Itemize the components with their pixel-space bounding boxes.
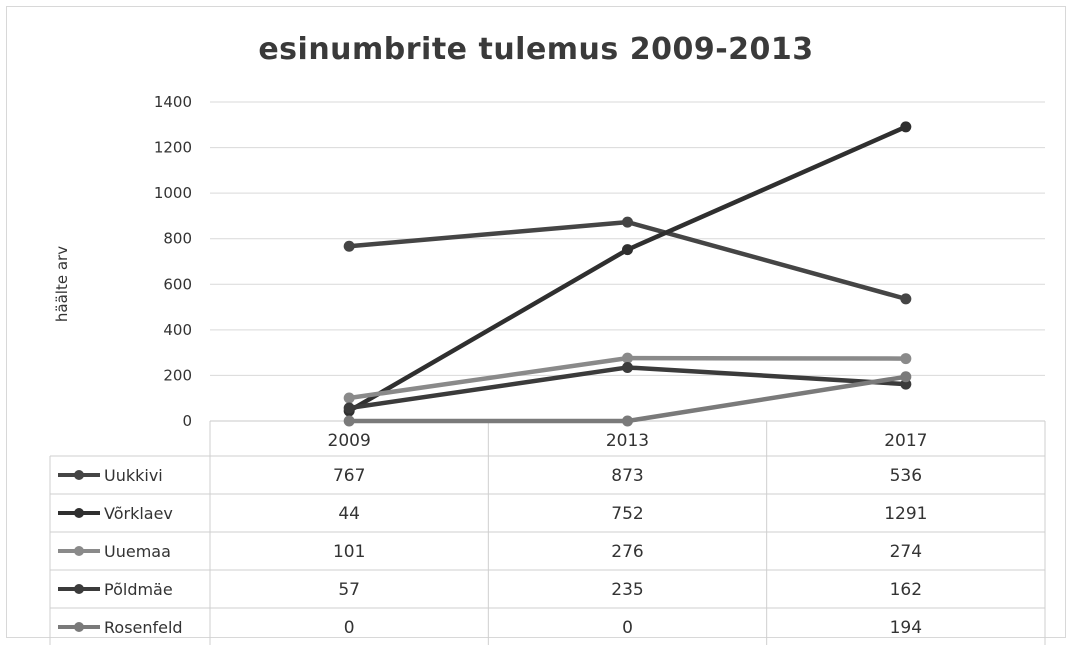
data-point — [622, 361, 633, 373]
y-tick-label: 600 — [163, 275, 192, 293]
table-value: 0 — [344, 618, 355, 638]
y-tick-label: 1200 — [154, 139, 192, 157]
table-value: 44 — [338, 504, 360, 524]
data-point — [900, 353, 912, 365]
x-category-label: 2017 — [884, 431, 927, 451]
legend-label: Põldmäe — [104, 580, 173, 599]
table-value: 767 — [333, 466, 365, 486]
legend-key-marker — [74, 508, 84, 518]
data-point — [343, 415, 355, 427]
table-value: 235 — [611, 580, 643, 600]
legend-label: Võrklaev — [104, 504, 173, 523]
y-tick-label: 800 — [163, 230, 192, 248]
data-point — [622, 415, 633, 427]
y-tick-label: 0 — [182, 412, 192, 430]
y-tick-label: 200 — [163, 366, 192, 384]
table-value: 101 — [333, 542, 365, 562]
chart-title: esinumbrite tulemus 2009-2013 — [258, 32, 814, 67]
table-value: 0 — [622, 618, 633, 638]
y-tick-label: 1400 — [154, 93, 192, 111]
data-point — [622, 244, 633, 256]
data-point — [900, 121, 912, 133]
legend-label: Rosenfeld — [104, 618, 183, 637]
legend-key-marker — [74, 470, 84, 480]
data-point — [343, 402, 355, 414]
table-value: 276 — [611, 542, 643, 562]
data-point — [622, 216, 633, 228]
series-line — [346, 219, 909, 302]
data-point — [343, 392, 355, 404]
x-category-label: 2013 — [606, 431, 649, 451]
legend-label: Uuemaa — [104, 542, 171, 561]
y-tick-label: 400 — [163, 321, 192, 339]
data-point — [622, 352, 633, 364]
x-category-label: 2009 — [328, 431, 371, 451]
data-point — [900, 371, 912, 383]
table-value: 57 — [338, 580, 360, 600]
legend-key-marker — [74, 584, 84, 594]
y-tick-label: 1000 — [154, 184, 192, 202]
series-line — [346, 374, 909, 424]
legend-label: Uukkivi — [104, 466, 163, 485]
table-value: 162 — [890, 580, 922, 600]
table-value: 274 — [890, 542, 922, 562]
legend-key-marker — [74, 622, 84, 632]
table-value: 194 — [890, 618, 922, 638]
data-point — [343, 240, 355, 252]
table-value: 752 — [611, 504, 643, 524]
chart-frame — [6, 6, 1066, 638]
table-value: 536 — [890, 466, 922, 486]
table-value: 873 — [611, 466, 643, 486]
legend-key-marker — [74, 546, 84, 556]
table-value: 1291 — [884, 504, 927, 524]
data-point — [900, 293, 912, 305]
